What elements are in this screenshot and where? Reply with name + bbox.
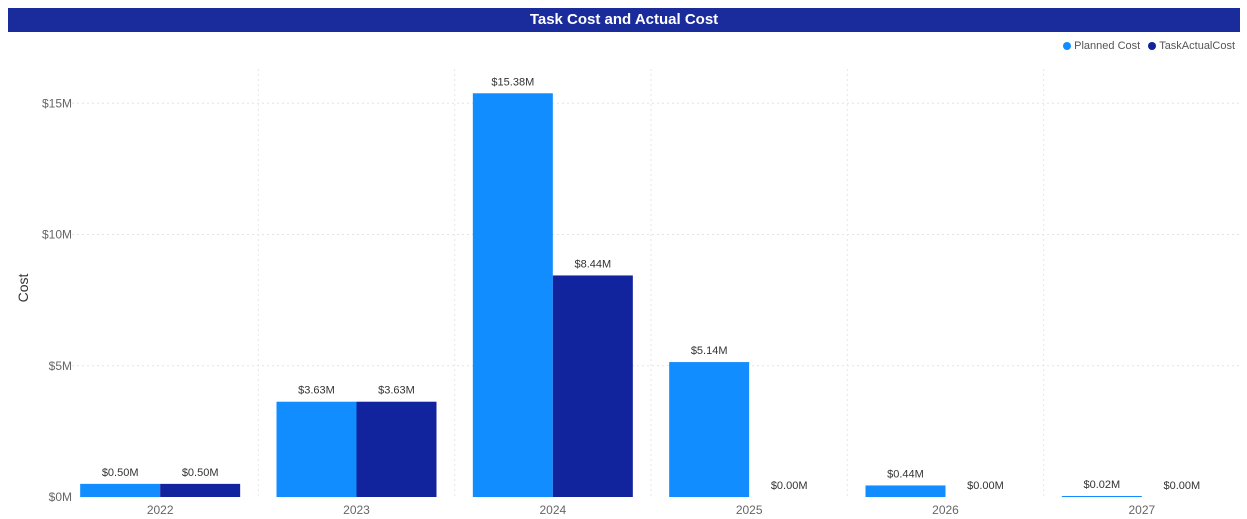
bar-planned[interactable]: [1061, 496, 1142, 497]
bar-actual[interactable]: [356, 401, 437, 497]
x-tick-label: 2024: [539, 503, 566, 517]
y-tick-label: $15M: [42, 96, 72, 110]
bar-planned[interactable]: [276, 401, 357, 497]
y-tick-label: $5M: [49, 359, 72, 373]
bar-actual[interactable]: [552, 275, 633, 497]
bar-actual[interactable]: [160, 483, 241, 497]
chart-legend: Planned Cost TaskActualCost: [1063, 40, 1235, 52]
bar-planned[interactable]: [80, 483, 161, 497]
data-label: $0.00M: [967, 480, 1004, 492]
x-tick-label: 2025: [736, 503, 763, 517]
y-axis-title: Cost: [15, 274, 31, 303]
data-label: $0.00M: [1163, 480, 1200, 492]
data-label: $8.44M: [574, 258, 611, 270]
x-tick-label: 2026: [932, 503, 959, 517]
legend-item-planned[interactable]: Planned Cost: [1063, 40, 1140, 52]
legend-marker-planned: [1063, 42, 1072, 50]
bar-planned[interactable]: [669, 362, 750, 497]
bar-planned[interactable]: [865, 485, 946, 497]
legend-label-actual: TaskActualCost: [1159, 40, 1235, 52]
data-label: $5.14M: [691, 345, 728, 357]
data-label: $0.00M: [771, 480, 808, 492]
data-label: $0.50M: [102, 467, 139, 479]
grid-lines: [62, 69, 1240, 497]
legend-marker-actual: [1148, 42, 1157, 50]
data-label: $3.63M: [298, 385, 335, 397]
legend-label-planned: Planned Cost: [1074, 40, 1141, 52]
x-tick-label: 2022: [147, 503, 174, 517]
y-tick-label: $0M: [49, 490, 72, 504]
axis-labels: $0M $5M $10M $15M 2022 2023 2024 2025 2026 2027: [42, 96, 1156, 517]
chart-title: Task Cost and Actual Cost: [8, 8, 1240, 32]
legend-item-actual[interactable]: TaskActualCost: [1148, 40, 1235, 52]
x-tick-label: 2027: [1128, 503, 1155, 517]
data-label: $0.44M: [887, 468, 924, 480]
data-label: $3.63M: [378, 385, 415, 397]
data-label: $0.50M: [182, 467, 219, 479]
bars: [80, 93, 1142, 498]
y-tick-label: $10M: [42, 228, 72, 242]
data-label: $15.38M: [491, 76, 534, 88]
data-labels: $0.50M $0.50M $3.63M $3.63M $15.38M $8.44M $5.…: [102, 76, 1200, 492]
data-label: $0.02M: [1083, 479, 1120, 491]
x-tick-label: 2023: [343, 503, 370, 517]
bar-planned[interactable]: [472, 93, 553, 498]
